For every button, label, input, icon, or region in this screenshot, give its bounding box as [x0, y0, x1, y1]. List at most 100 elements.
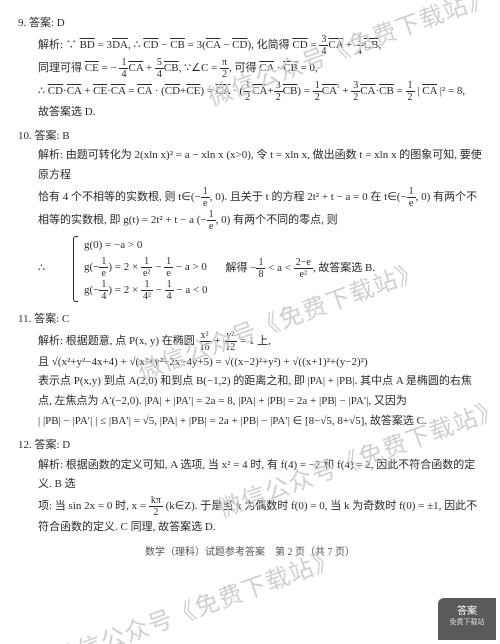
page: 微信公众号《免费下载站》 微信公众号《免费下载站》 微信公众号《免费下载站》 微… [0, 0, 500, 568]
frac: π2 [220, 57, 229, 80]
txt: , ∵∠C = [179, 62, 220, 74]
txt: 恰有 4 个不相等的实数根, 则 t∈(− [38, 191, 201, 203]
vec: CA [216, 85, 231, 97]
q10-result: 解得 −18 < a < 2−ee², 故答案选 B. [207, 257, 375, 280]
vec: CA [360, 85, 375, 97]
txt: , 0) 有两个不同的零点, 则 [216, 214, 338, 226]
vec: CA [128, 62, 143, 74]
q9-title: 9. 答案: D [18, 14, 482, 34]
q9-line3: ∴ CD·CA + CE·CA = CA · (CD+CE) = CA · (1… [18, 80, 482, 103]
txt: + [343, 39, 355, 51]
txt: + [81, 85, 93, 97]
vec: CD [292, 39, 307, 51]
txt: − [152, 261, 164, 273]
txt: · ( [152, 85, 165, 97]
txt: , 可得 [229, 62, 259, 74]
frac: 12 [313, 80, 322, 103]
txt: = [394, 85, 406, 97]
vec: CB [164, 62, 179, 74]
txt: ) = 2 × [108, 284, 141, 296]
vec: CD [143, 39, 158, 51]
txt: g(− [84, 261, 99, 273]
vec: CA [259, 62, 274, 74]
vec: CD [48, 85, 63, 97]
txt: · [274, 62, 283, 74]
vec: CA [137, 85, 152, 97]
corner-line1: 答案 [438, 602, 496, 617]
txt: , [378, 39, 381, 51]
brace-system: g(0) = −a > 0 g(−1e) = 2 × 1e² − 1e − a … [73, 236, 207, 302]
txt: ) = [200, 85, 215, 97]
vec: CA [67, 85, 82, 97]
txt: , 0) 有两个不 [416, 191, 477, 203]
vec: CB [379, 85, 394, 97]
txt: − a < 0 [174, 284, 208, 296]
q11-line2: 且 √(x²+y²−4x+4) + √(x²+y²+2x−4y+5) = √((… [18, 353, 482, 373]
vec: CA [252, 85, 267, 97]
corner-badge: 答案 免费下载站 [438, 598, 496, 640]
q12-line1: 解析: 根据函数的定义可知, A 选项, 当 x² = 4 时, 有 f(4) … [18, 456, 482, 496]
q11-line4: 点, 左焦点为 A′(−2,0). |PA| + |PA′| = 2a = 8,… [18, 392, 482, 412]
txt: = 3 [95, 39, 112, 51]
txt: 同理可得 [38, 62, 85, 74]
vec: CE [93, 85, 107, 97]
txt: = − [99, 62, 120, 74]
txt: − a > 0 [173, 261, 207, 273]
vec: CE [186, 85, 200, 97]
frac: 32 [351, 80, 360, 103]
q10-line1: 解析: 由题可转化为 2(xln x)² = a − xln x (x>0), … [18, 146, 482, 186]
txt: , 0). 且关于 t 的方程 2t² + t − a = 0 在 t∈(− [210, 191, 407, 203]
txt: (k∈Z). 于是当 k 为偶数时 f(0) = 0, 当 k 为奇数时 f(0… [163, 500, 477, 512]
frac: 12 [243, 80, 252, 103]
txt: = 3( [185, 39, 206, 51]
vec: CA [206, 39, 221, 51]
txt: + [212, 335, 224, 347]
txt: 项: 当 sin 2x = 0 时, x = [38, 500, 149, 512]
q11-title: 11. 答案: C [18, 310, 482, 330]
vec: BD [80, 39, 95, 51]
frac: 1e [201, 186, 210, 209]
vec: CE [85, 62, 99, 74]
txt: · ( [230, 85, 243, 97]
txt: + [143, 62, 155, 74]
frac: 54 [155, 57, 164, 80]
vec: CA [322, 85, 337, 97]
brace-row: g(0) = −a > 0 [84, 236, 207, 256]
q11-line3: 表示点 P(x,y) 到点 A(2,0) 和到点 B(−1,2) 的距离之和, … [18, 372, 482, 392]
q11-line5: | |PB| − |PA′| | ≤ |BA′| = √5, |PA| + |P… [18, 412, 482, 432]
q10-line3: 相等的实数根, 即 g(t) = 2t² + t − a (−1e, 0) 有两… [18, 209, 482, 232]
q10-title: 10. 答案: B [18, 127, 482, 147]
vec: CB [364, 39, 379, 51]
q9-line4: 故答案选 D. [18, 103, 482, 123]
txt: ), 化简得 [247, 39, 292, 51]
txt: = 0, [298, 62, 318, 74]
txt: 解得 − [225, 262, 256, 274]
brace-row: g(−14) = 2 × 14² − 14 − a < 0 [84, 279, 207, 302]
vec: CA [422, 85, 437, 97]
txt: = [126, 85, 138, 97]
vec: CB [283, 62, 298, 74]
q10-line2: 恰有 4 个不相等的实数根, 则 t∈(−1e, 0). 且关于 t 的方程 2… [18, 186, 482, 209]
txt: − [158, 39, 170, 51]
frac: 1e [207, 209, 216, 232]
txt: ) = [297, 85, 312, 97]
txt: < a < [265, 262, 293, 274]
txt: 解析: 根据题意, 点 P(x, y) 在椭圆 [38, 335, 198, 347]
q9-line1: 解析: ∵ BD = 3DA, ∴ CD − CB = 3(CA − CD), … [18, 34, 482, 57]
vec: CD [165, 85, 180, 97]
txt: g(− [84, 284, 99, 296]
vec: DA [112, 39, 128, 51]
frac: 32 [274, 80, 283, 103]
txt: 相等的实数根, 即 g(t) = 2t² + t − a (− [38, 214, 207, 226]
txt: = [308, 39, 320, 51]
q12-line3: 符合函数的定义. C 同理, 故答案选 D. [18, 518, 482, 538]
txt: = 1 上, [237, 335, 271, 347]
vec: CB [170, 39, 185, 51]
txt: ∴ [38, 85, 48, 97]
frac: 1e [407, 186, 416, 209]
vec: CA [111, 85, 126, 97]
q12-line2: 项: 当 sin 2x = 0 时, x = kπ2 (k∈Z). 于是当 k … [18, 495, 482, 518]
txt: + [339, 85, 351, 97]
page-footer: 数学（理科）试题参考答案 第 2 页（共 7 页） [18, 544, 482, 562]
frac: 12 [406, 80, 415, 103]
